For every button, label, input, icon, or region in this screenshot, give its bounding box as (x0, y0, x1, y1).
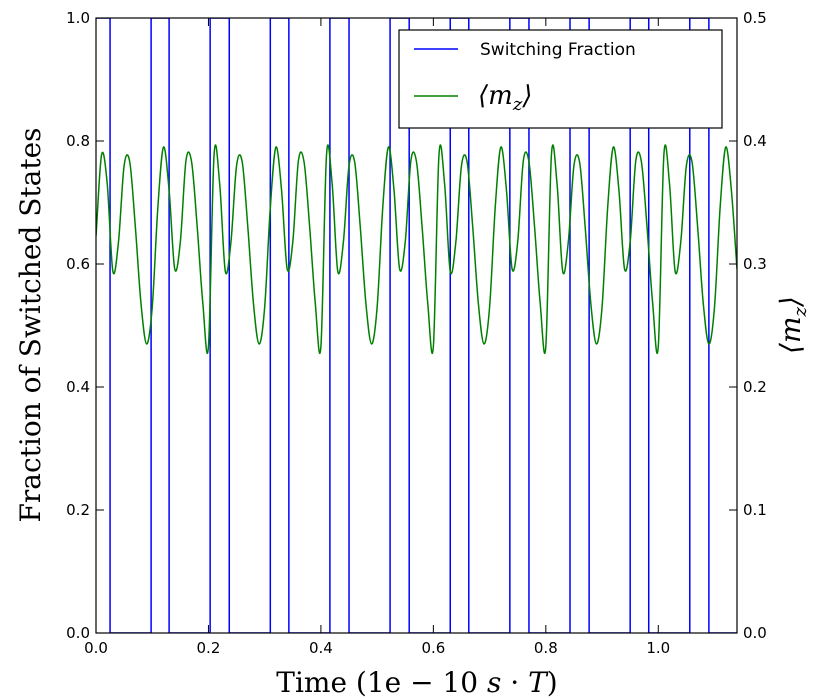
y-tick-label-right: 0.2 (743, 378, 767, 396)
x-tick-label: 0.2 (197, 639, 221, 657)
y-tick-label-right: 0.3 (743, 255, 767, 273)
x-tick-label: 1.0 (646, 639, 670, 657)
y-tick-label-left: 0.0 (66, 624, 90, 642)
y-tick-label-left: 0.8 (66, 132, 90, 150)
x-tick-label: 0.8 (534, 639, 558, 657)
legend-box (398, 29, 723, 129)
x-tick-label: 0.4 (309, 639, 333, 657)
ticks: 0.0 0.2 0.4 0.6 0.8 1.0 0.0 0.2 0.4 0.6 0.8 1.0 0.0 0… (66, 9, 767, 657)
y-tick-label-left: 0.6 (66, 255, 90, 273)
y-tick-label-left: 0.4 (66, 378, 90, 396)
legend: Switching Fraction ⟨mz⟩ (398, 29, 723, 129)
y-tick-label-right: 0.5 (743, 9, 767, 27)
y-tick-label-right: 0.1 (743, 501, 767, 519)
x-tick-label: 0.6 (421, 639, 445, 657)
y-tick-label-left: 0.2 (66, 501, 90, 519)
y-tick-label-right: 0.0 (743, 624, 767, 642)
legend-label-mz: ⟨mz⟩ (478, 81, 532, 115)
x-axis-title: Time (1e − 10 s · T) (276, 666, 557, 698)
y-axis-title-left: Fraction of Switched States (14, 127, 47, 522)
series-mz-line (96, 144, 737, 355)
axes-frame (95, 17, 738, 634)
y-tick-label-left: 1.0 (66, 9, 90, 27)
legend-label-switching: Switching Fraction (480, 40, 636, 60)
x-tick-label: 0.0 (84, 639, 108, 657)
y-tick-label-right: 0.4 (743, 132, 767, 150)
y-axis-title-right: ⟨mz⟩ (774, 296, 811, 354)
